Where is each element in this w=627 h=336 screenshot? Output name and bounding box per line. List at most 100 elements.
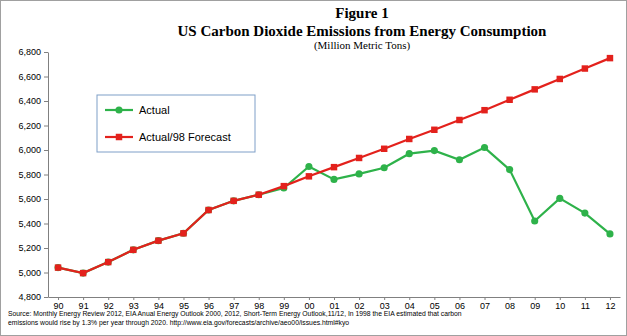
y-tick-label: 5,200 xyxy=(18,243,41,253)
x-tick-mark xyxy=(259,297,260,300)
y-tick-mark xyxy=(44,175,48,176)
series-line xyxy=(58,58,610,273)
x-tick-mark xyxy=(409,297,410,300)
x-tick: 10 xyxy=(555,297,565,311)
series-marker xyxy=(180,230,187,237)
series-marker xyxy=(356,170,363,177)
x-tick-mark xyxy=(560,297,561,300)
series-marker xyxy=(255,191,261,197)
series-marker xyxy=(281,183,287,189)
series-marker xyxy=(431,147,438,154)
series-marker xyxy=(506,166,513,173)
y-tick-mark xyxy=(44,248,48,249)
series-marker xyxy=(456,156,463,163)
y-axis-line xyxy=(48,53,49,298)
x-tick-label: 10 xyxy=(555,301,565,311)
series-marker xyxy=(130,246,137,253)
x-tick: 09 xyxy=(530,297,540,311)
series-marker xyxy=(230,197,237,204)
series-marker xyxy=(557,76,563,82)
y-axis: 4,800 5,000 5,200 5,400 5,600 5,800 6,000 6,200… xyxy=(18,47,48,302)
y-tick-label: 4,800 xyxy=(18,292,41,302)
x-tick-label: 07 xyxy=(480,301,490,311)
series-marker xyxy=(55,264,61,270)
y-tick: 5,400 xyxy=(18,219,48,229)
legend-marker xyxy=(115,106,122,113)
y-tick-mark xyxy=(44,297,48,298)
series-marker xyxy=(556,195,563,202)
x-tick-mark xyxy=(133,297,134,300)
series-marker xyxy=(506,97,512,103)
series-marker xyxy=(80,270,86,276)
series-marker xyxy=(607,55,613,61)
y-tick: 5,800 xyxy=(18,170,48,180)
series-marker xyxy=(606,230,613,237)
x-tick-mark xyxy=(58,297,59,300)
series-marker xyxy=(481,107,487,113)
title: Figure 1 xyxy=(335,5,388,21)
series-marker xyxy=(130,247,136,253)
y-tick-label: 5,600 xyxy=(18,194,41,204)
plot-area xyxy=(54,55,613,277)
y-tick-label: 5,400 xyxy=(18,219,41,229)
x-tick-label: 08 xyxy=(505,301,515,311)
series-marker xyxy=(581,210,588,217)
y-tick: 5,600 xyxy=(18,194,48,204)
series-marker xyxy=(582,65,588,71)
series xyxy=(54,144,613,277)
series-marker xyxy=(54,264,61,271)
series-marker xyxy=(255,191,262,198)
y-tick-label: 5,800 xyxy=(18,170,41,180)
y-tick: 6,200 xyxy=(18,121,48,131)
x-tick-mark xyxy=(384,297,385,300)
x-tick-mark xyxy=(510,297,511,300)
x-tick-mark xyxy=(359,297,360,300)
series-marker xyxy=(331,164,337,170)
series-marker xyxy=(155,237,162,244)
legend-frame xyxy=(97,95,255,152)
series-marker xyxy=(330,176,337,183)
y-tick: 6,000 xyxy=(18,145,48,155)
series-marker xyxy=(356,155,362,161)
y-tick: 4,800 xyxy=(18,292,48,302)
y-tick-mark xyxy=(44,199,48,200)
legend-label: Actual xyxy=(139,104,170,116)
y-tick-label: 6,600 xyxy=(18,72,41,82)
x-tick-mark xyxy=(158,297,159,300)
series-marker xyxy=(80,270,87,277)
series-marker xyxy=(306,173,312,179)
x-tick-mark xyxy=(309,297,310,300)
x-tick-mark xyxy=(535,297,536,300)
x-tick: 11 xyxy=(581,297,590,311)
series-marker xyxy=(155,237,161,243)
series-marker xyxy=(105,259,112,266)
series-marker xyxy=(205,207,211,213)
y-tick-label: 6,800 xyxy=(18,47,41,57)
y-tick-mark xyxy=(44,52,48,53)
source-note: Source: Monthly Energy Review 2012, EIA … xyxy=(8,310,462,318)
x-tick-mark xyxy=(284,297,285,300)
series-line xyxy=(58,148,610,274)
y-tick-label: 6,200 xyxy=(18,121,41,131)
legend-marker xyxy=(116,134,122,140)
x-tick: 08 xyxy=(505,297,515,311)
x-tick-mark xyxy=(234,297,235,300)
x-tick-label: 11 xyxy=(581,301,590,311)
y-tick-mark xyxy=(44,126,48,127)
x-tick-label: 12 xyxy=(605,301,615,311)
y-tick-label: 6,000 xyxy=(18,145,41,155)
y-tick: 5,000 xyxy=(18,268,48,278)
series-marker xyxy=(205,206,212,213)
series-marker xyxy=(381,146,387,152)
x-tick-mark xyxy=(83,297,84,300)
x-tick: 07 xyxy=(480,297,490,311)
x-tick-mark xyxy=(459,297,460,300)
y-tick-mark xyxy=(44,101,48,102)
y-tick: 6,800 xyxy=(18,47,48,57)
series-marker xyxy=(305,163,312,170)
series-marker xyxy=(531,217,538,224)
y-tick: 6,600 xyxy=(18,72,48,82)
y-tick-mark xyxy=(44,273,48,274)
subtitle: US Carbon Dioxide Emissions from Energy … xyxy=(178,23,548,39)
y-tick: 5,200 xyxy=(18,243,48,253)
